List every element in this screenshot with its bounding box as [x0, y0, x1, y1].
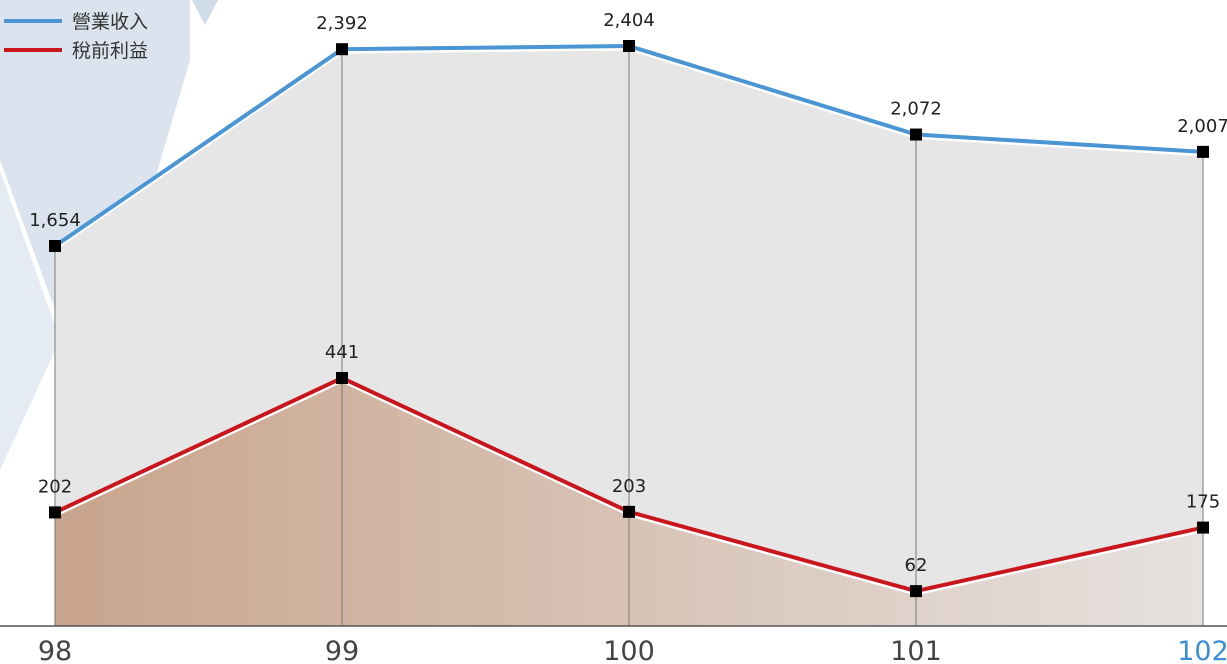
profit-data-label: 62	[905, 555, 928, 576]
background-shape	[0, 170, 60, 470]
x-tick-label: 99	[325, 636, 359, 664]
legend: 營業收入 稅前利益	[4, 11, 148, 62]
x-tick-label: 98	[38, 636, 72, 664]
x-tick-label: 100	[603, 636, 655, 664]
revenue-data-label: 2,404	[603, 10, 655, 31]
revenue-data-label: 2,392	[316, 13, 368, 34]
revenue-data-label: 1,654	[29, 210, 81, 231]
background-shape	[192, 0, 218, 25]
revenue-point	[623, 40, 635, 52]
background-shape	[0, 0, 190, 350]
profit-data-label: 202	[38, 476, 72, 497]
profit-data-label: 441	[325, 342, 359, 363]
x-tick-label: 102	[1177, 636, 1227, 664]
x-tick-label: 101	[890, 636, 942, 664]
profit-data-label: 203	[612, 476, 646, 497]
profit-point	[623, 505, 635, 518]
revenue-point	[49, 240, 61, 252]
legend-label-revenue: 營業收入	[72, 11, 148, 33]
profit-point	[49, 506, 61, 519]
revenue-data-label: 2,072	[890, 99, 942, 120]
profit-point	[1197, 521, 1209, 534]
revenue-point	[1197, 145, 1209, 158]
profit-point	[910, 585, 922, 598]
revenue-point	[910, 128, 922, 141]
legend-label-profit: 稅前利益	[72, 40, 148, 62]
profit-data-label: 175	[1186, 492, 1220, 513]
revenue-data-label: 2,007	[1177, 116, 1227, 137]
profit-point	[336, 372, 348, 384]
revenue-point	[336, 43, 348, 56]
